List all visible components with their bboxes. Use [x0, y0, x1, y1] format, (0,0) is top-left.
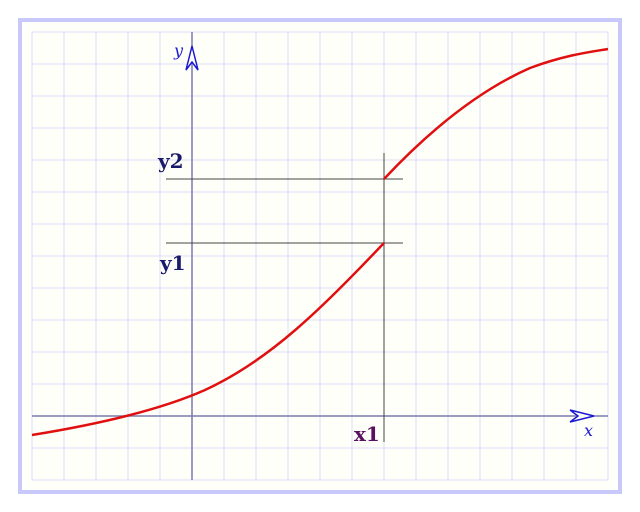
x1-label: x1: [354, 422, 380, 446]
y1-label: y1: [159, 251, 186, 275]
curve-lower: [31, 242, 385, 437]
curve-upper: [383, 47, 609, 180]
x-axis-arrow-icon: [569, 409, 595, 423]
y-axis-label: y: [173, 41, 184, 60]
y2-label: y2: [157, 149, 184, 173]
x-axis-label: x: [584, 421, 593, 440]
y-axis-arrow-icon: [185, 45, 199, 71]
grid: [31, 31, 609, 481]
